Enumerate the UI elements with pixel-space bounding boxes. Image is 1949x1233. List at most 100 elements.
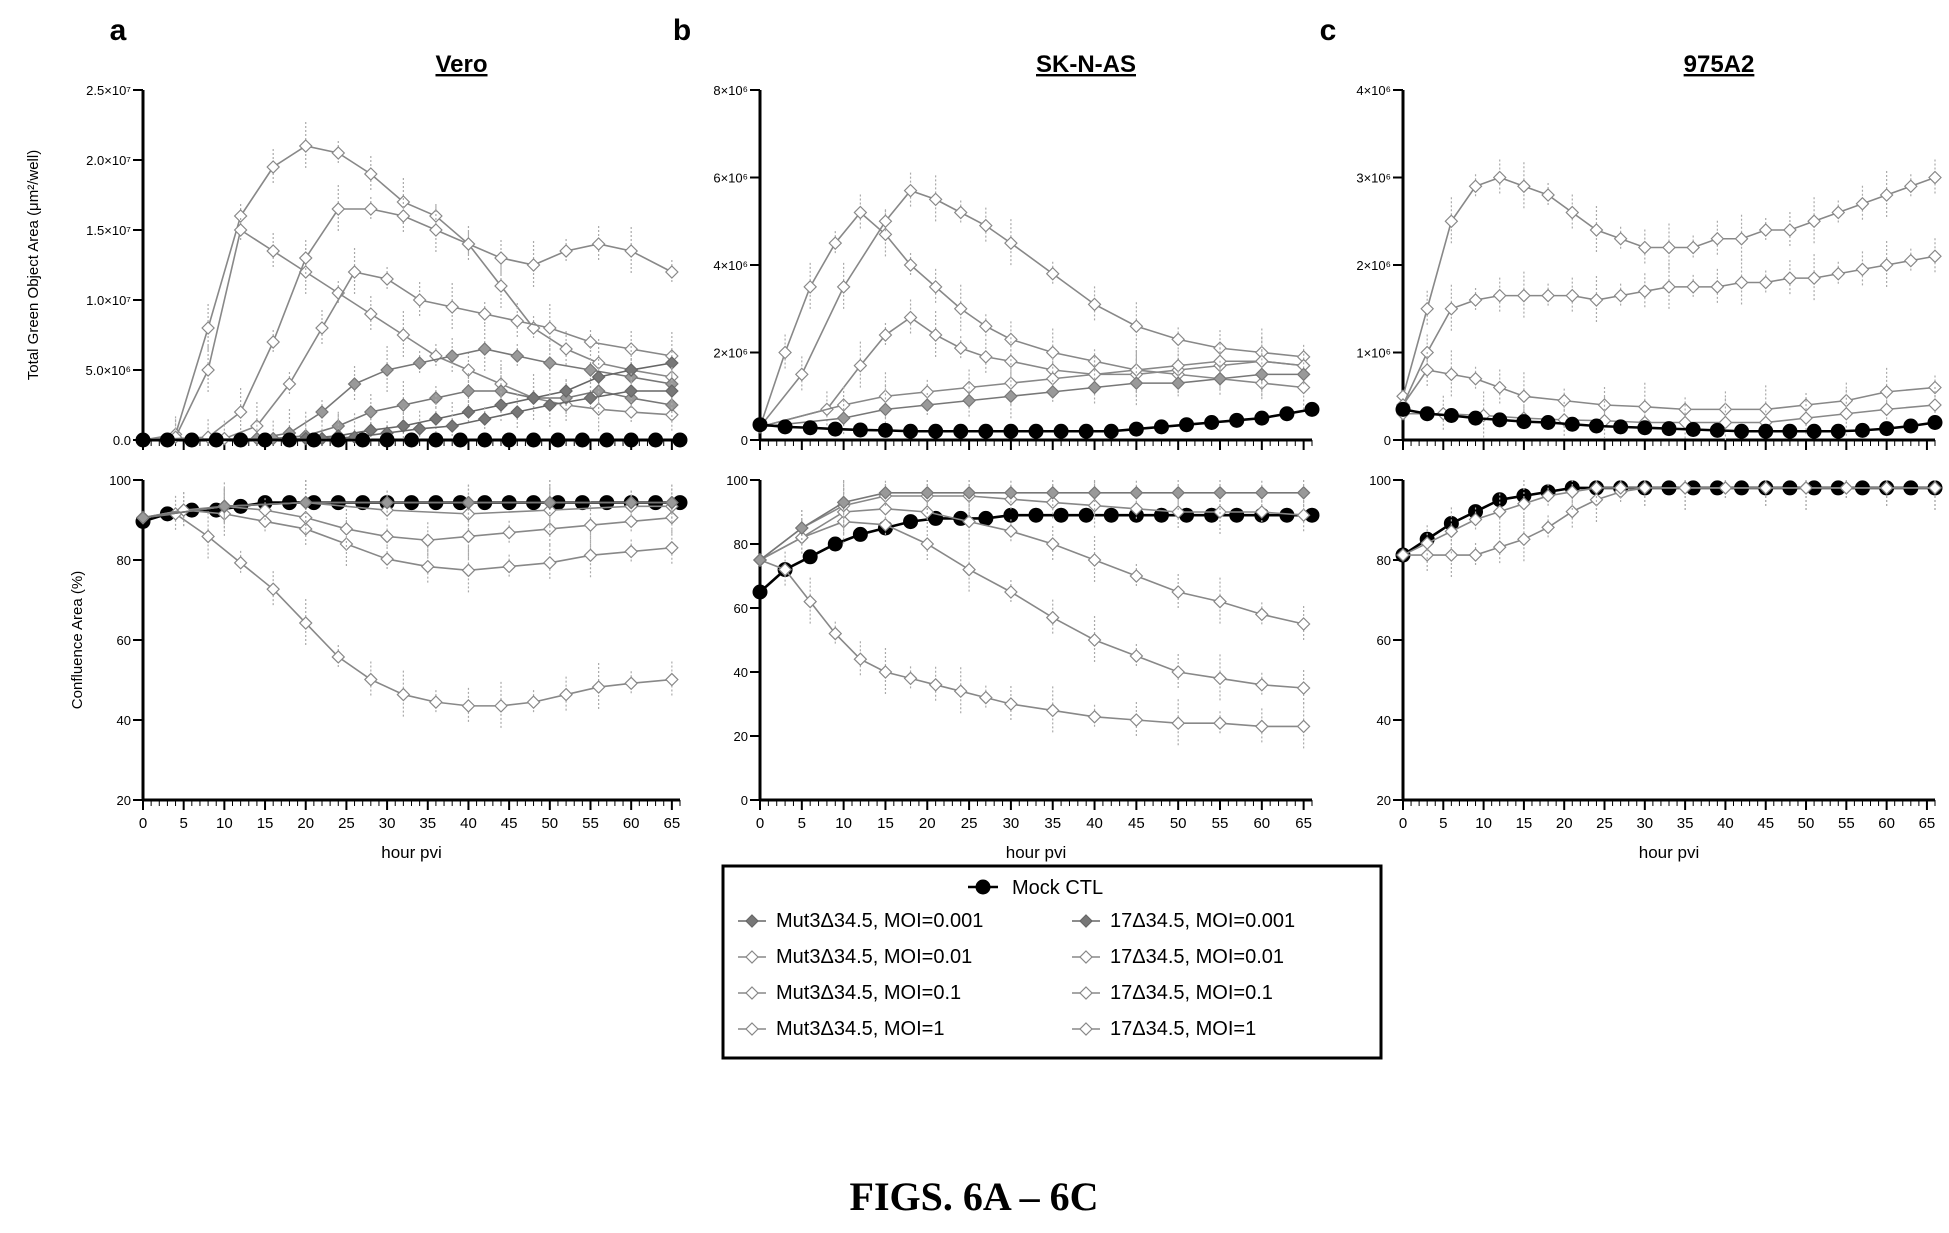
y-tick-label: 0.0 [113, 433, 131, 448]
data-point [878, 665, 893, 679]
data-point [1807, 271, 1821, 285]
data-point [1296, 617, 1311, 631]
x-tick-label: 55 [1838, 815, 1855, 832]
x-tick-label: 10 [1475, 815, 1492, 832]
data-point [583, 518, 598, 533]
data-point [978, 510, 994, 526]
y-tick-label: 2×10⁶ [1356, 258, 1391, 273]
y-tick-label: 20 [734, 729, 748, 744]
data-point [1004, 485, 1018, 500]
data-point [380, 272, 394, 286]
data-point [624, 342, 639, 356]
data-point [583, 391, 598, 405]
data-point [1045, 371, 1060, 386]
data-point [803, 280, 818, 294]
data-point [136, 510, 150, 525]
data-point [363, 405, 378, 419]
data-point [878, 485, 893, 500]
data-point [1004, 376, 1018, 390]
data-point [445, 300, 460, 314]
data-point [201, 363, 215, 377]
data-point [135, 432, 151, 448]
x-tick-label: 15 [257, 815, 274, 832]
legend-marker [1079, 1022, 1093, 1036]
data-point [363, 672, 378, 687]
data-point [233, 555, 248, 570]
data-point [1758, 481, 1773, 495]
data-point [827, 421, 843, 437]
data-point [1799, 411, 1813, 425]
data-point [1087, 380, 1102, 395]
y-tick-label: 60 [734, 601, 748, 616]
data-point [1004, 585, 1018, 599]
x-tick-label: 25 [338, 815, 355, 832]
data-point [953, 684, 968, 699]
data-point [1517, 389, 1531, 404]
data-point [624, 363, 639, 377]
y-tick-label: 100 [109, 473, 131, 488]
data-point [1045, 703, 1060, 718]
data-point [526, 391, 541, 405]
data-point [878, 328, 893, 342]
data-point [1492, 288, 1507, 303]
data-point [208, 432, 224, 448]
data-point [953, 205, 968, 220]
y-tick-label: 8×10⁶ [713, 83, 748, 98]
data-point [331, 202, 346, 216]
data-point [599, 432, 615, 448]
data-point [1517, 496, 1531, 511]
series-line [1402, 255, 1936, 406]
data-point [298, 251, 313, 265]
data-point [330, 432, 346, 448]
data-point [412, 421, 427, 436]
y-tick-label: 1.5×10⁷ [86, 223, 131, 238]
data-point [803, 594, 818, 609]
x-tick-label: 0 [756, 815, 764, 832]
data-point [526, 695, 541, 709]
data-point [1254, 367, 1269, 382]
data-point [1171, 376, 1186, 390]
data-point [1213, 594, 1227, 609]
panel-title: SK-N-AS [1036, 51, 1136, 78]
data-point [1589, 293, 1604, 307]
data-point [461, 363, 476, 377]
y-tick-label: 40 [1377, 713, 1391, 728]
data-point [298, 495, 313, 510]
data-point [542, 398, 557, 412]
data-point [1204, 415, 1220, 430]
data-point [1087, 485, 1102, 500]
data-point [1420, 363, 1435, 377]
data-point [920, 485, 935, 500]
data-point [1087, 297, 1102, 312]
data-point [591, 237, 606, 251]
y-tick-label: 60 [117, 633, 131, 648]
series-line [142, 505, 672, 542]
y-tick-label: 60 [1377, 633, 1391, 648]
data-point [1296, 508, 1311, 523]
data-point [1171, 332, 1186, 347]
panel-letter: c [1320, 14, 1337, 47]
data-point [1830, 423, 1846, 439]
data-point [1589, 492, 1604, 507]
data-point [1517, 179, 1531, 194]
data-point [1254, 719, 1269, 734]
legend-label: 17Δ34.5, MOI=0.001 [1110, 910, 1295, 932]
series-mut_01 [136, 248, 679, 447]
series-line [142, 509, 672, 572]
data-point [176, 503, 191, 517]
x-tick-label: 50 [1170, 815, 1187, 832]
series-s17_1 [136, 495, 679, 730]
data-point [1517, 532, 1531, 547]
y-tick-label: 80 [1377, 553, 1391, 568]
data-point [363, 307, 378, 321]
data-point [624, 495, 639, 510]
series-line [142, 271, 672, 441]
data-point [315, 405, 329, 419]
data-point [1517, 288, 1531, 303]
data-point [928, 280, 943, 294]
x-tick-label: 5 [180, 815, 188, 832]
y-tick-label: 0 [741, 433, 748, 448]
data-point [379, 432, 395, 448]
data-point [1879, 188, 1894, 202]
